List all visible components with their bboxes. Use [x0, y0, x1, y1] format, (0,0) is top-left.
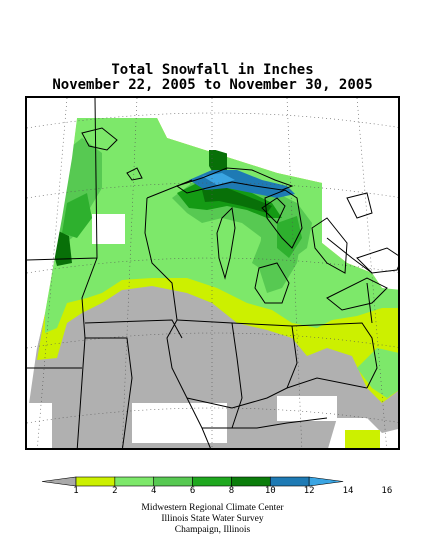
legend-bin-1: [75, 476, 116, 487]
legend-tick-2: 2: [112, 486, 118, 496]
legend-bin-5: [231, 476, 271, 487]
map-title-line-1: Total Snowfall in Inches: [111, 62, 314, 78]
region-10-12-inches-coast: [202, 186, 272, 213]
legend-tick-1: 1: [73, 486, 79, 496]
legend-arrow-left: [41, 476, 77, 487]
map-title-line-2: November 22, 2005 to November 30, 2005: [52, 77, 373, 93]
region-no-snow-1: [92, 214, 125, 244]
legend-bin-2: [114, 476, 155, 487]
legend-tick-16: 16: [381, 486, 393, 496]
credit-line-3: Champaign, Illinois: [174, 525, 251, 535]
region-no-snow-se: [277, 396, 337, 421]
graticule: [27, 98, 398, 448]
legend-bin-4: [192, 476, 232, 487]
legend-color-bar: [41, 476, 344, 487]
legend-tick-6: 6: [189, 486, 196, 496]
legend-tick-4: 4: [150, 486, 157, 496]
legend-arrow-right: [308, 476, 344, 487]
state-boundaries: [27, 98, 378, 448]
region-no-snow-sw: [27, 403, 52, 448]
legend-tick-14: 14: [342, 486, 354, 496]
credit-line-1: Midwestern Regional Climate Center: [141, 503, 284, 513]
snowfall-map-svg: [27, 98, 398, 448]
credit-line-2: Illinois State Water Survey: [161, 514, 264, 524]
region-yellow-se: [345, 430, 380, 448]
legend-tick-8: 8: [228, 486, 235, 496]
region-6-8-inches: [62, 193, 92, 238]
region-6-8-inches-east: [277, 216, 302, 258]
region-14-16-inches: [202, 173, 235, 185]
legend-tick-10: 10: [264, 486, 276, 496]
legend-bin-6: [269, 476, 310, 487]
legend-tick-12: 12: [303, 486, 315, 496]
region-2-4-inches: [45, 118, 398, 333]
region-no-snow-corner-ne: [162, 98, 398, 286]
region-2-4-inches-south: [357, 348, 398, 398]
region-no-snow-south: [132, 403, 227, 443]
snowfall-map: [25, 96, 400, 450]
region-no-snow-nw: [27, 98, 79, 353]
legend-bin-3: [153, 476, 193, 487]
great-lakes: [81, 127, 398, 311]
